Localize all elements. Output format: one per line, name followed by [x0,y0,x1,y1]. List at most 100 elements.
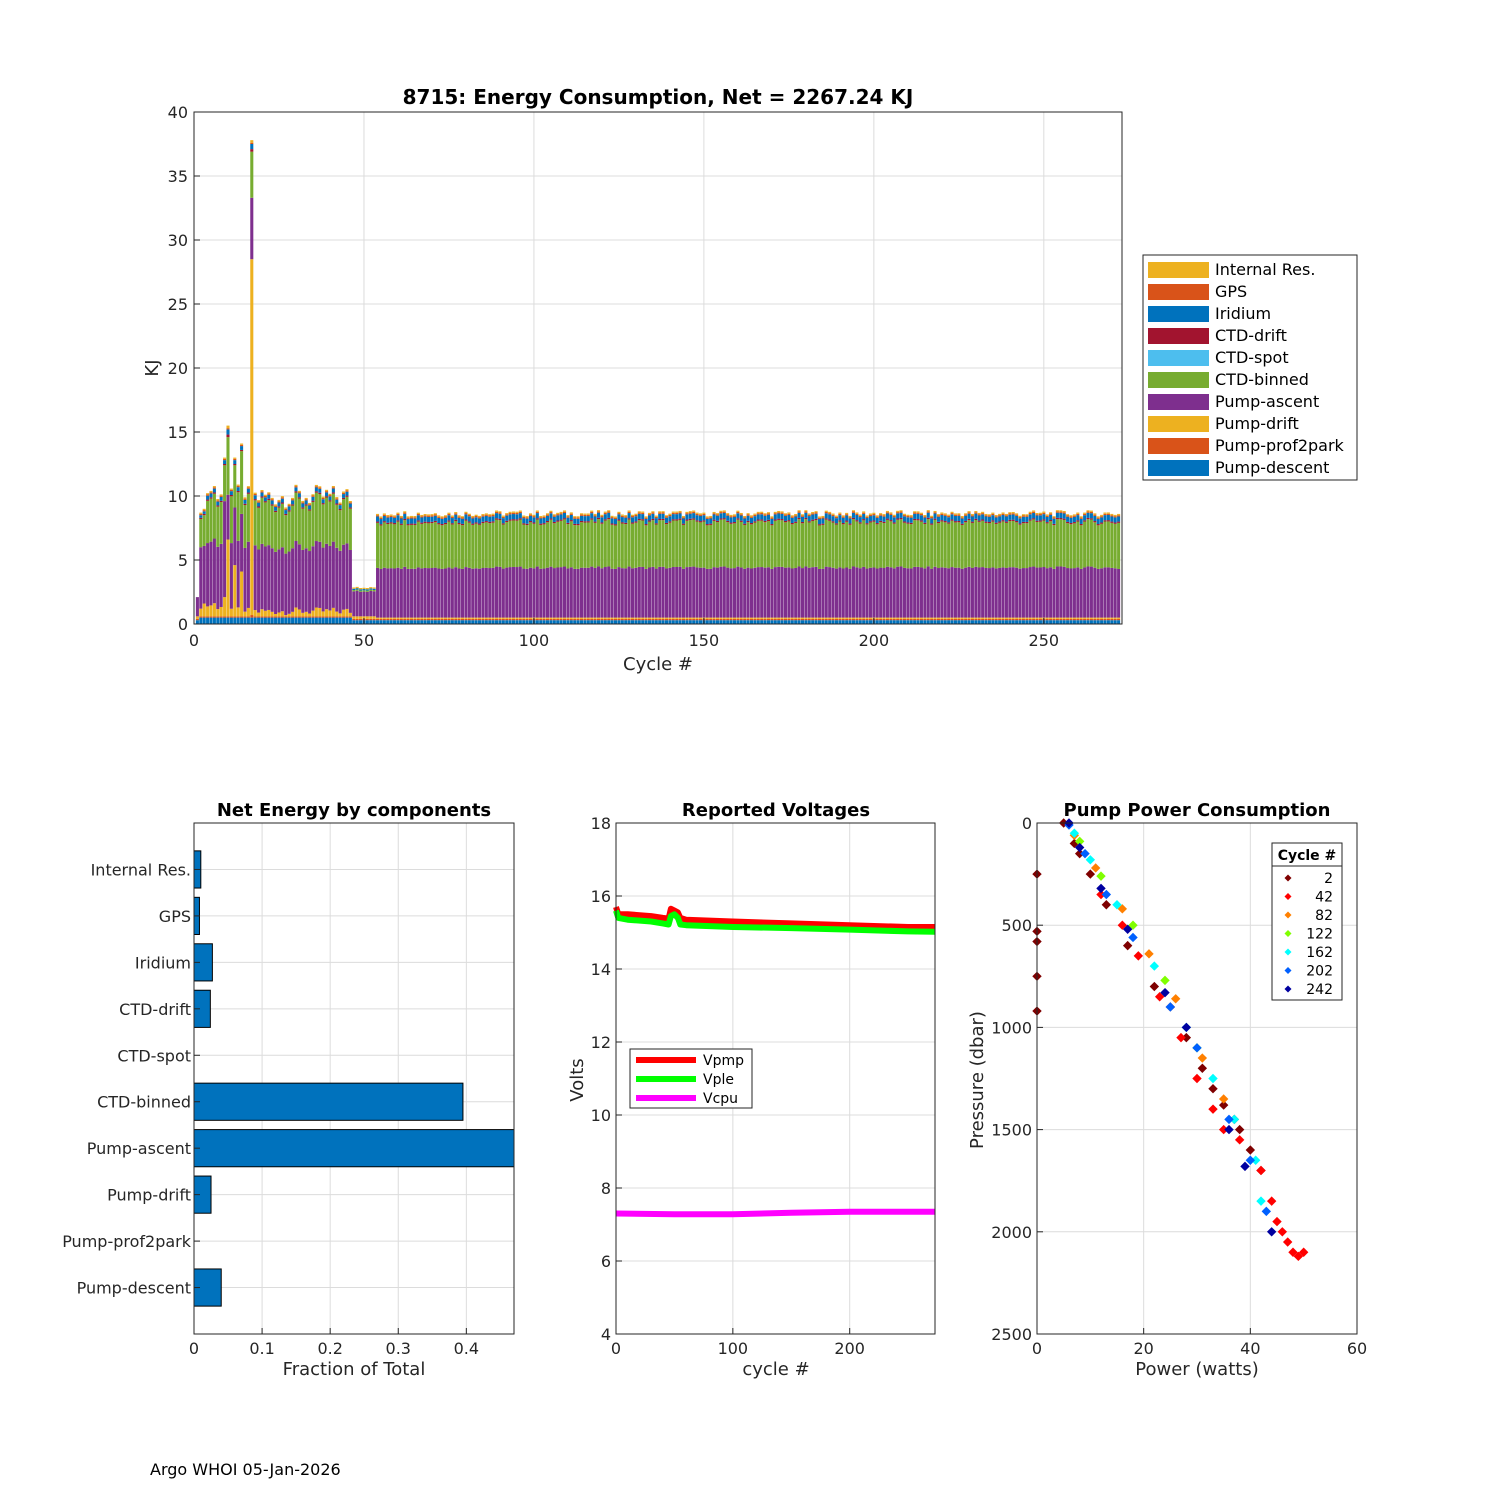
energy-bar-segment [535,566,539,618]
energy-bar-segment [294,540,298,608]
energy-bar-segment [461,618,465,621]
energy-bar-segment [749,620,754,624]
energy-bar-segment [637,512,641,514]
energy-bar-segment [1103,620,1107,624]
energy-bar-segment [212,488,216,493]
energy-bar-segment [603,567,607,618]
energy-bar-segment [913,513,917,519]
energy-bar-segment [1079,568,1083,618]
energy-bar-segment [335,498,339,500]
energy-bar-segment [593,618,597,621]
energy-bar-segment [416,515,420,521]
energy-bar-segment [257,506,261,508]
energy-bar-segment [236,607,240,617]
energy-bar-segment [195,616,199,619]
energy-bar-segment [780,620,784,624]
energy-bar-segment [202,515,206,546]
energy-bar-segment [1052,523,1056,526]
energy-bar-segment [722,519,726,567]
energy-bar-segment [732,620,737,624]
energy-bar-segment [685,520,689,568]
energy-bar-segment [896,518,900,520]
energy-bar-segment [1021,514,1025,516]
energy-bar-segment [335,499,339,504]
energy-bar-segment [556,618,560,621]
energy-bar-segment [773,520,777,568]
energy-bar-segment [331,616,335,618]
energy-bar-segment [688,566,692,618]
energy-bar-segment [280,616,284,618]
energy-bar-segment [280,617,284,624]
pump-point [1208,1073,1218,1084]
energy-bar-segment [981,567,985,618]
energy-bar-segment [800,620,804,624]
energy-bar-segment [681,517,686,519]
energy-bar-segment [760,512,764,515]
energy-bar-segment [430,618,434,621]
energy-bar-segment [834,568,838,618]
energy-bar-segment [478,515,482,518]
energy-bar-segment [923,517,927,523]
pump-point [1192,1073,1202,1084]
energy-bar-segment [1100,618,1104,621]
energy-bar-segment [695,618,699,621]
energy-bar-segment [562,510,567,512]
energy-bar-segment [1028,620,1032,624]
energy-bar-segment [685,567,689,618]
pump-point [1101,889,1112,900]
energy-bar-segment [1110,618,1114,621]
energy-bar-segment [678,510,682,513]
energy-bar-segment [236,487,240,491]
energy-bar-segment [209,616,213,618]
energy-bar-segment [797,511,801,513]
energy-bar-segment [399,620,403,624]
energy-bar-segment [250,140,254,143]
pump-ytick-label: 1500 [991,1121,1032,1140]
energy-bar-segment [916,511,920,513]
energy-bar-segment [280,497,284,499]
energy-bar-segment [314,616,318,618]
energy-bar-segment [1079,525,1083,569]
energy-bar-segment [1021,523,1025,569]
energy-bar-segment [552,516,556,522]
energy-bar-segment [1038,620,1042,624]
energy-bar-segment [328,501,332,546]
energy-bar-segment [593,513,597,516]
energy-bar-segment [804,617,808,619]
energy-bar-segment [454,618,458,621]
energy-bar-segment [984,617,988,619]
energy-bar-segment [352,620,356,624]
energy-bar-segment [399,515,403,518]
energy-bar-segment [1021,618,1025,621]
energy-bar-segment [413,515,417,518]
energy-bar-segment [753,521,757,523]
energy-bar-segment [637,566,641,618]
energy-bar-segment [416,513,420,516]
energy-bar-segment [637,617,641,619]
energy-bar-segment [600,568,604,618]
energy-bar-segment [410,515,414,518]
energy-bar-segment [987,568,991,618]
energy-bar-segment [233,617,237,624]
energy-bar-segment [862,618,866,621]
energy-bar-segment [549,513,553,519]
energy-bar-segment [348,612,352,617]
energy-bar-segment [1059,566,1063,618]
energy-bar-segment [491,513,495,515]
energy-bar-segment [685,618,689,621]
energy-bar-segment [216,505,220,507]
energy-bar-segment [393,523,397,525]
energy-bar-segment [549,617,553,619]
energy-bar-segment [777,519,781,567]
energy-bar-segment [450,523,454,525]
energy-bar-segment [566,617,570,619]
energy-bar-segment [692,566,696,618]
energy-bar-segment [641,618,645,621]
energy-bar-segment [970,516,974,522]
energy-bar-segment [824,510,828,512]
fractions-xtick-label: 0.4 [454,1339,479,1358]
energy-bar-segment [624,516,628,518]
energy-bar-segment [535,518,539,520]
energy-bar-segment [301,507,305,509]
energy-bar-segment [250,259,254,616]
